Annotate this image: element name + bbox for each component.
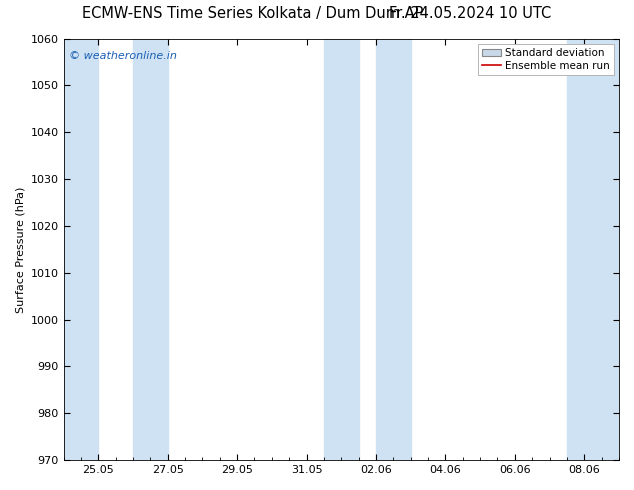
Legend: Standard deviation, Ensemble mean run: Standard deviation, Ensemble mean run bbox=[478, 44, 614, 75]
Text: Fr. 24.05.2024 10 UTC: Fr. 24.05.2024 10 UTC bbox=[389, 6, 552, 21]
Bar bbox=[324, 39, 359, 460]
Bar bbox=[567, 39, 619, 460]
Bar bbox=[376, 39, 411, 460]
Title: ECMW-ENS Time Series Kolkata / Dum Dum AP        Fr. 24.05.2024 10 UTC: ECMW-ENS Time Series Kolkata / Dum Dum A… bbox=[0, 489, 1, 490]
Text: © weatheronline.in: © weatheronline.in bbox=[69, 51, 177, 61]
Text: ECMW-ENS Time Series Kolkata / Dum Dum AP: ECMW-ENS Time Series Kolkata / Dum Dum A… bbox=[82, 6, 424, 21]
Bar bbox=[133, 39, 167, 460]
Y-axis label: Surface Pressure (hPa): Surface Pressure (hPa) bbox=[15, 186, 25, 313]
Bar bbox=[63, 39, 98, 460]
